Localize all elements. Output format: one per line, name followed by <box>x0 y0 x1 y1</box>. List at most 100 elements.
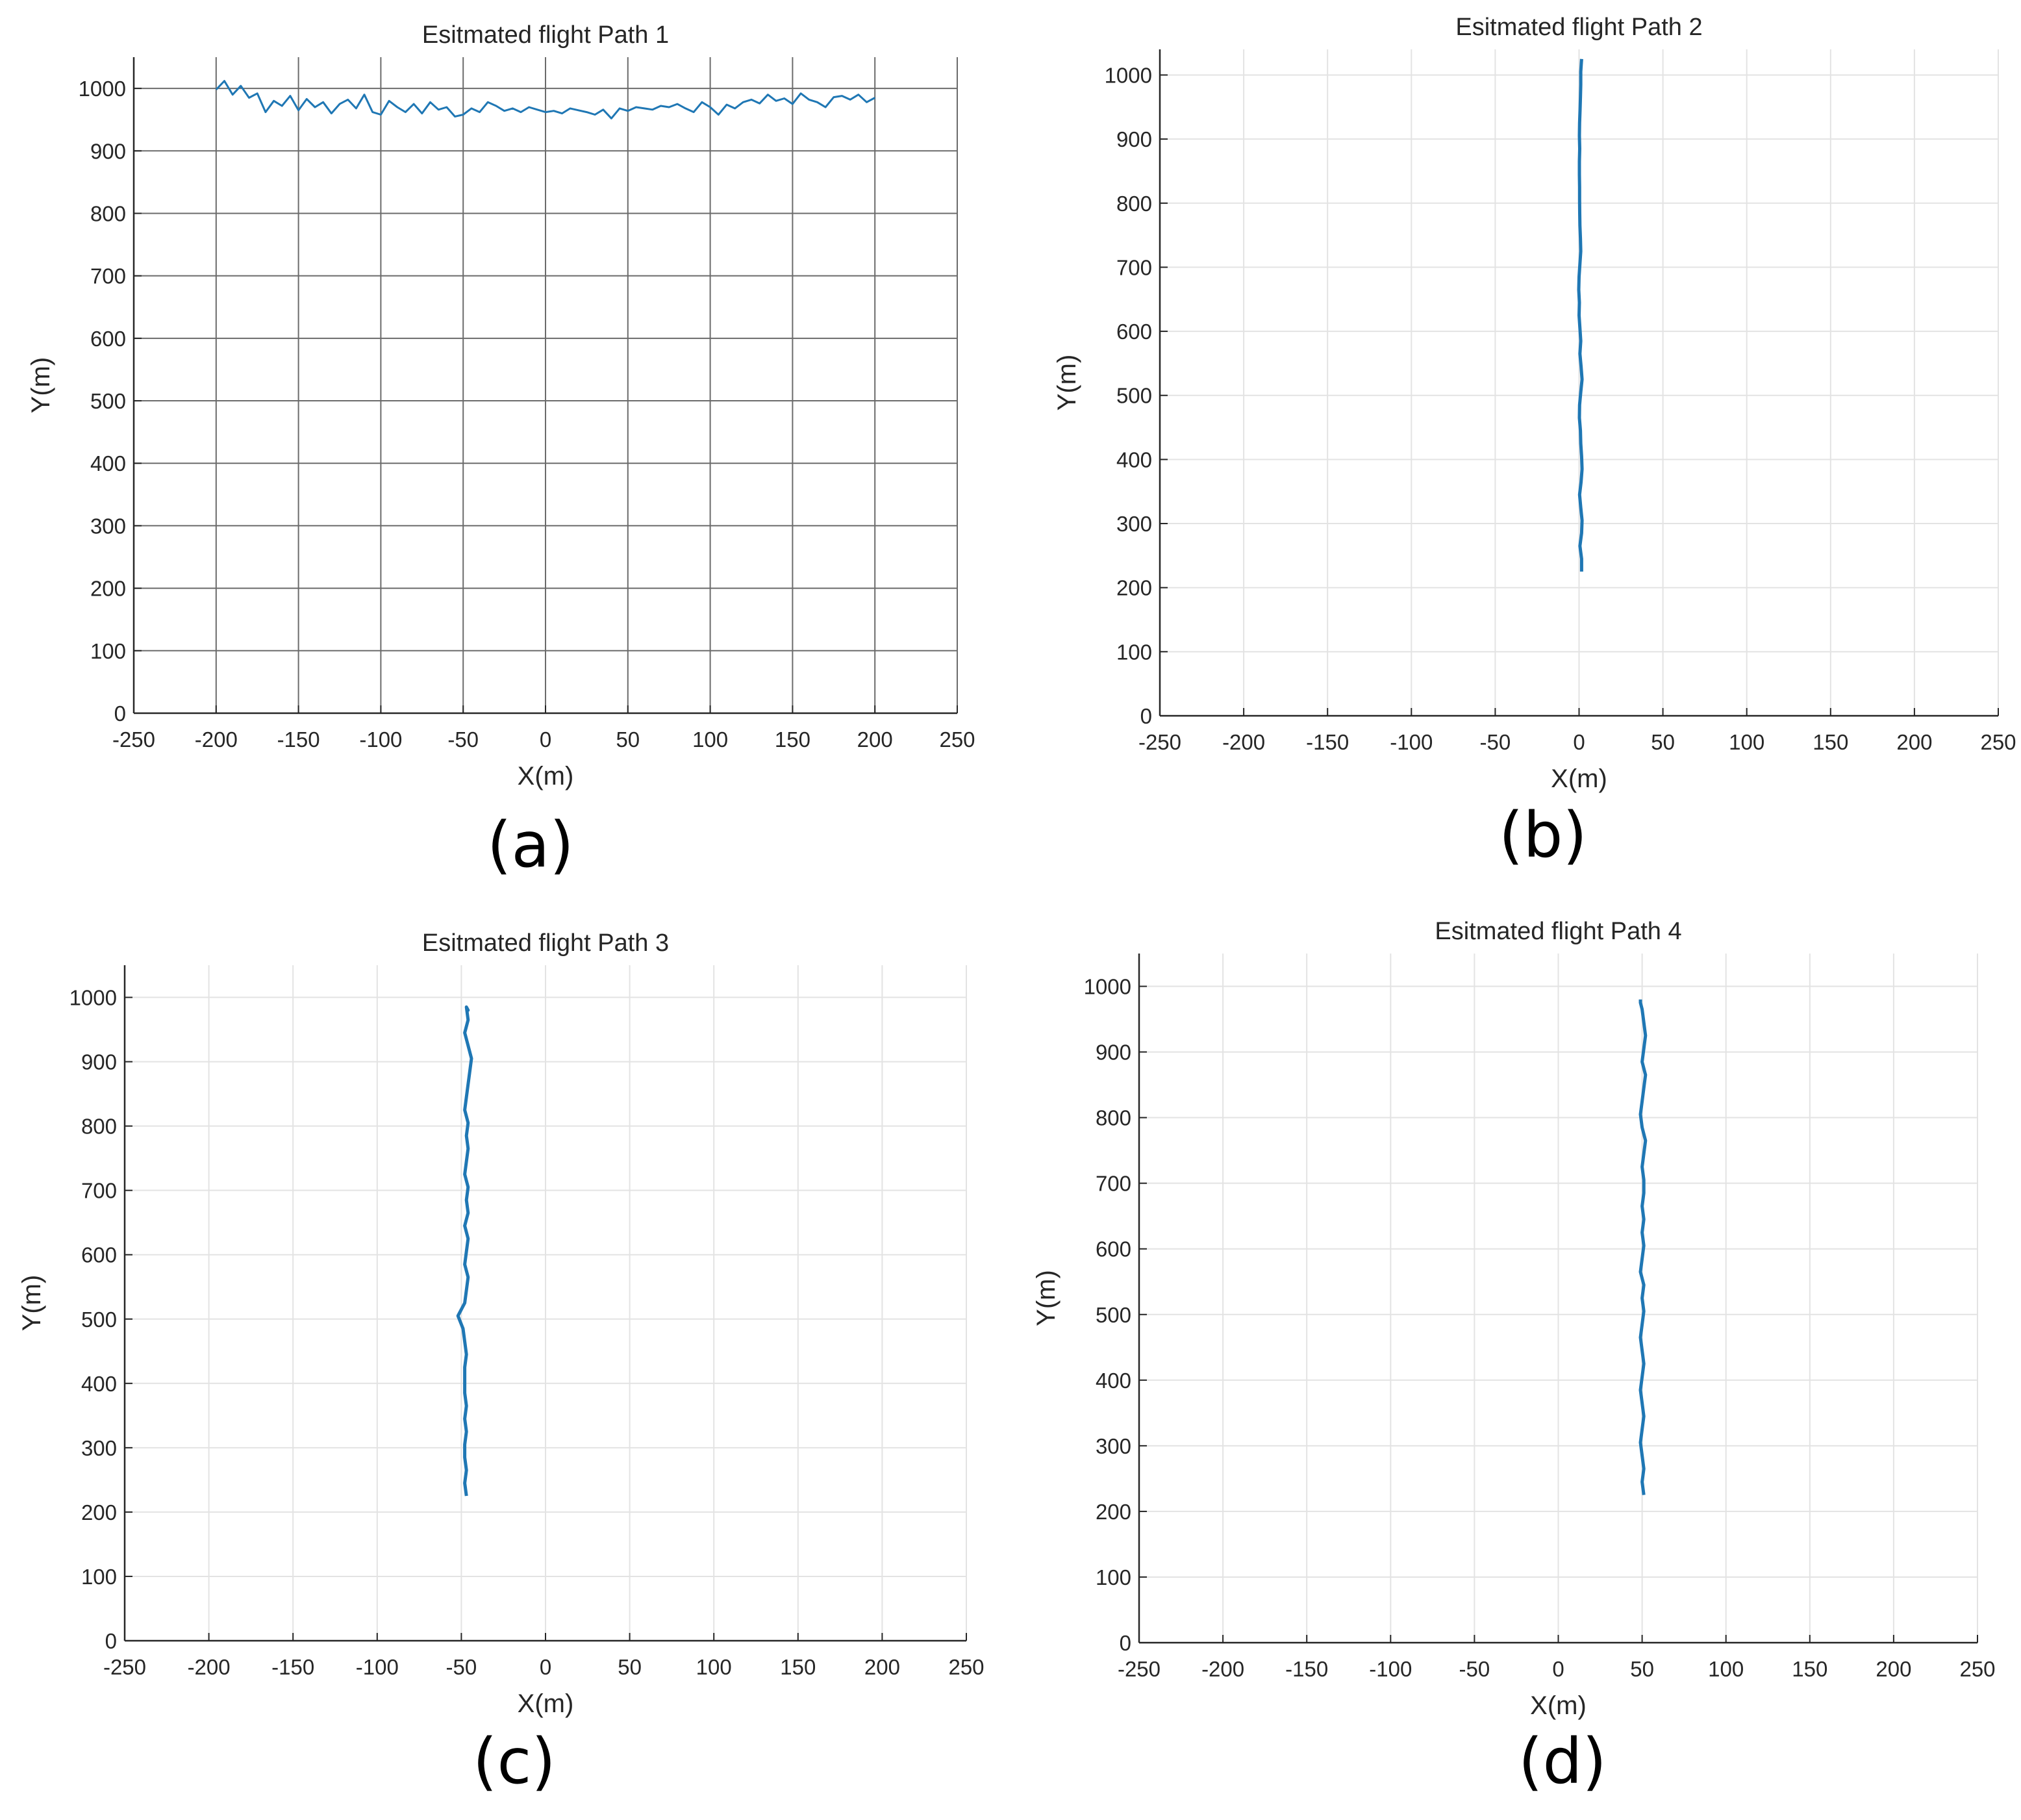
chart-c-xtick-label-4: -50 <box>446 1655 477 1679</box>
chart-b-ytick-label-8: 800 <box>1116 192 1152 216</box>
chart-d-xlabel: X(m) <box>1530 1691 1587 1720</box>
panel-label-c: (c) <box>473 1725 556 1798</box>
chart-b-svg: -250 -200 -150 -100 -50 0 50 100 150 200 250 0 100 20… <box>1053 14 2016 793</box>
chart-d-ytick-label-4: 400 <box>1096 1369 1131 1393</box>
chart-a-ytick-label-2: 200 <box>90 577 126 601</box>
chart-c-ytick-label-3: 300 <box>81 1436 117 1460</box>
chart-c-xtick-label-2: -150 <box>271 1655 314 1679</box>
chart-a-ytick-label-0: 0 <box>114 701 126 726</box>
chart-a-ytick-label-7: 700 <box>90 264 126 288</box>
chart-a-series-line-0 <box>215 80 875 120</box>
chart-b-xtick-label-5: 0 <box>1573 730 1585 754</box>
chart-c-xtick-label-10: 250 <box>948 1655 984 1679</box>
chart-c-ytick-label-8: 800 <box>81 1115 117 1139</box>
chart-d-xtick-label-5: 0 <box>1552 1657 1564 1681</box>
chart-c-ytick-label-0: 0 <box>105 1629 117 1653</box>
chart-b-xtick-label-10: 250 <box>1980 730 2016 754</box>
chart-d-xtick-label-4: -50 <box>1459 1657 1490 1681</box>
chart-b-xtick-label-6: 50 <box>1651 730 1675 754</box>
chart-d-ytick-label-7: 700 <box>1096 1172 1131 1196</box>
chart-d-series-line-0 <box>1638 999 1648 1495</box>
chart-panel-d: -250 -200 -150 -100 -50 0 50 100 150 200 250 0 100 20… <box>1010 910 2021 1820</box>
chart-a-xtick-label-3: -100 <box>359 727 402 752</box>
chart-a-ytick-label-8: 800 <box>90 201 126 225</box>
chart-b-xtick-label-2: -150 <box>1306 730 1349 754</box>
chart-b-xtick-label-1: -200 <box>1222 730 1265 754</box>
chart-d-xtick-label-1: -200 <box>1201 1657 1244 1681</box>
chart-b-xtick-label-7: 100 <box>1729 730 1764 754</box>
chart-c-ytick-label-5: 500 <box>81 1308 117 1332</box>
chart-b-ytick-label-0: 0 <box>1140 704 1152 728</box>
chart-panel-b: -250 -200 -150 -100 -50 0 50 100 150 200 250 0 100 20… <box>1010 0 2021 910</box>
chart-d-xtick-label-10: 250 <box>1959 1657 1995 1681</box>
chart-c-xtick-label-6: 50 <box>618 1655 642 1679</box>
chart-d-xtick-label-7: 100 <box>1708 1657 1744 1681</box>
chart-c-ytick-label-9: 900 <box>81 1050 117 1074</box>
chart-a-svg: -250 -200 -150 -100 -50 0 50 100 150 200 250 0 100 20… <box>27 21 975 790</box>
chart-d-ytick-label-3: 300 <box>1096 1434 1131 1458</box>
chart-d-ytick-label-0: 0 <box>1120 1631 1131 1655</box>
chart-c-ytick-label-10: 1000 <box>69 986 117 1010</box>
chart-a-xtick-label-1: -200 <box>195 727 238 752</box>
chart-c-ytick-label-6: 600 <box>81 1243 117 1267</box>
chart-c-ylabel: Y(m) <box>18 1275 46 1332</box>
chart-d-xtick-label-2: -150 <box>1285 1657 1328 1681</box>
chart-b-xlabel: X(m) <box>1551 765 1607 793</box>
chart-a-xtick-label-4: -50 <box>447 727 479 752</box>
chart-a-xtick-label-0: -250 <box>112 727 155 752</box>
chart-b-xtick-label-8: 150 <box>1813 730 1848 754</box>
chart-d-ytick-label-2: 200 <box>1096 1500 1131 1524</box>
chart-c-xtick-label-1: -200 <box>188 1655 231 1679</box>
chart-d-xtick-label-3: -100 <box>1369 1657 1412 1681</box>
panel-label-b: (b) <box>1499 799 1587 872</box>
chart-panel-c: -250 -200 -150 -100 -50 0 50 100 150 200 250 0 100 20… <box>0 910 1010 1820</box>
chart-a-xtick-label-6: 50 <box>616 727 640 752</box>
chart-a-xlabel: X(m) <box>518 762 574 790</box>
chart-c-svg: -250 -200 -150 -100 -50 0 50 100 150 200 250 0 100 20… <box>18 929 985 1718</box>
chart-d-xtick-label-0: -250 <box>1118 1657 1161 1681</box>
chart-c-series-line-0 <box>456 1005 473 1497</box>
chart-a-xtick-label-7: 100 <box>692 727 728 752</box>
chart-a-ytick-label-5: 500 <box>90 389 126 413</box>
chart-b-ytick-label-2: 200 <box>1116 576 1152 600</box>
chart-d-ytick-label-9: 900 <box>1096 1041 1131 1065</box>
chart-a-ytick-label-4: 400 <box>90 451 126 475</box>
chart-c-ytick-label-1: 100 <box>81 1565 117 1589</box>
chart-d-ytick-label-5: 500 <box>1096 1303 1131 1327</box>
chart-a-ytick-label-1: 100 <box>90 639 126 663</box>
chart-c-xlabel: X(m) <box>518 1689 574 1718</box>
chart-c-xtick-label-3: -100 <box>356 1655 399 1679</box>
chart-c-title: Esitmated flight Path 3 <box>422 929 669 957</box>
chart-d-xtick-label-8: 150 <box>1792 1657 1827 1681</box>
chart-d-title: Esitmated flight Path 4 <box>1435 918 1681 945</box>
chart-b-ylabel: Y(m) <box>1053 355 1081 411</box>
chart-c-ytick-label-7: 700 <box>81 1179 117 1203</box>
chart-c-xtick-label-7: 100 <box>696 1655 732 1679</box>
chart-c-xtick-label-0: -250 <box>103 1655 146 1679</box>
chart-b-ytick-label-9: 900 <box>1116 127 1152 151</box>
chart-d-xtick-label-6: 50 <box>1630 1657 1654 1681</box>
chart-b-xtick-label-3: -100 <box>1390 730 1433 754</box>
chart-c-ytick-label-2: 200 <box>81 1500 117 1524</box>
chart-a-xtick-label-8: 150 <box>775 727 810 752</box>
chart-b-ytick-label-7: 700 <box>1116 255 1152 279</box>
chart-a-xtick-label-5: 0 <box>540 727 551 752</box>
chart-a-xtick-label-2: -150 <box>277 727 320 752</box>
chart-c-ytick-label-4: 400 <box>81 1372 117 1396</box>
chart-panel-a: -250 -200 -150 -100 -50 0 50 100 150 200 250 0 100 20… <box>0 0 1010 910</box>
chart-b-ytick-label-6: 600 <box>1116 320 1152 344</box>
chart-a-ylabel: Y(m) <box>27 357 55 414</box>
chart-a-ytick-label-10: 1000 <box>79 77 126 101</box>
chart-d-ytick-label-10: 1000 <box>1084 975 1131 999</box>
chart-b-xtick-label-4: -50 <box>1480 730 1511 754</box>
chart-c-xtick-label-5: 0 <box>540 1655 551 1679</box>
chart-b-xtick-label-9: 200 <box>1896 730 1932 754</box>
chart-b-ytick-label-5: 500 <box>1116 384 1152 408</box>
chart-d-xtick-label-9: 200 <box>1876 1657 1911 1681</box>
chart-a-ytick-label-9: 900 <box>90 139 126 163</box>
chart-b-title: Esitmated flight Path 2 <box>1455 14 1702 41</box>
chart-a-title: Esitmated flight Path 1 <box>422 21 669 49</box>
chart-b-series-line-0 <box>1577 58 1584 572</box>
chart-d-ytick-label-6: 600 <box>1096 1237 1131 1261</box>
chart-a-ytick-label-3: 300 <box>90 514 126 538</box>
